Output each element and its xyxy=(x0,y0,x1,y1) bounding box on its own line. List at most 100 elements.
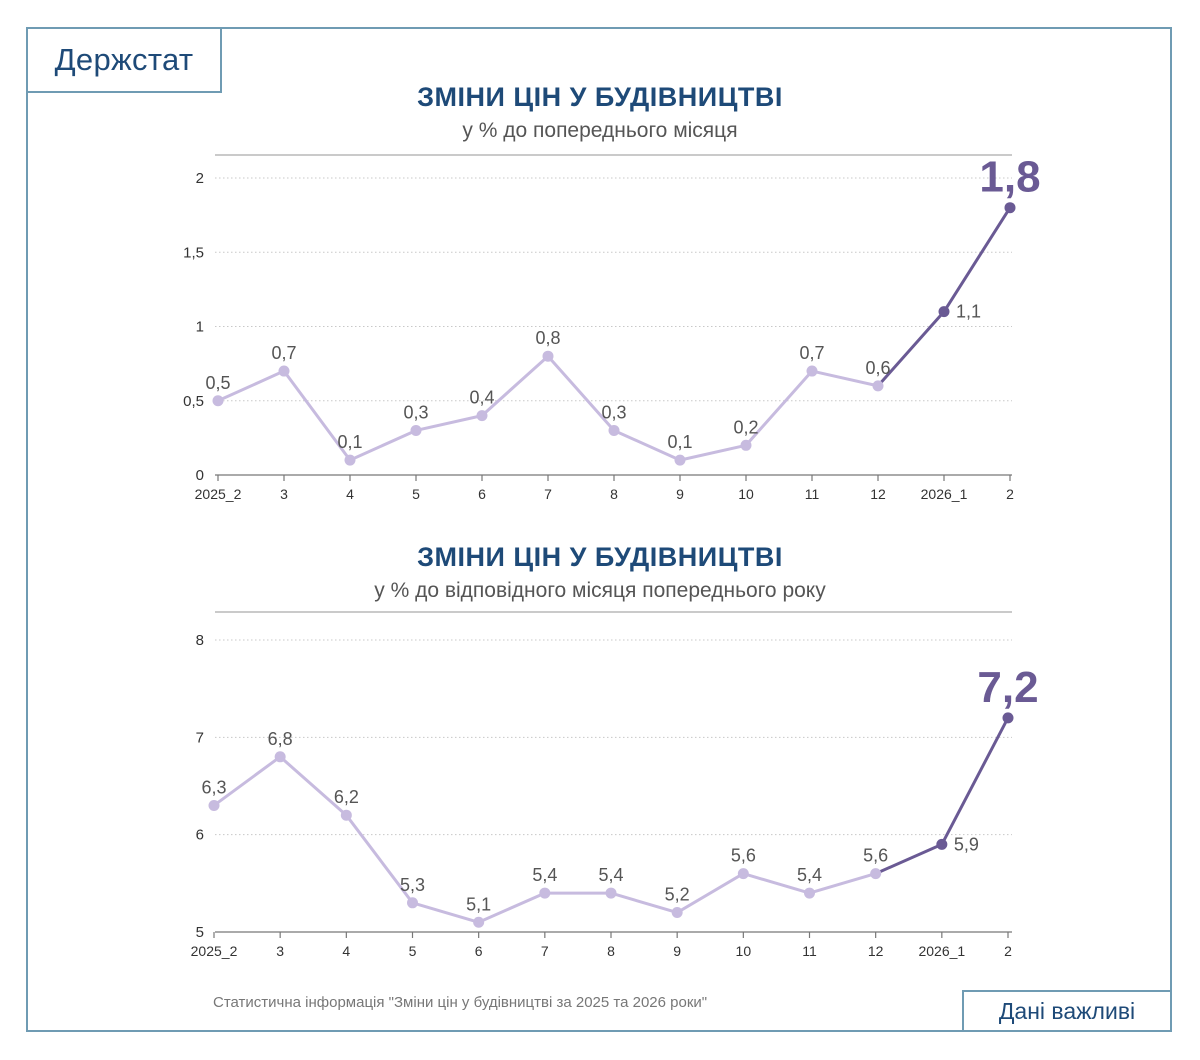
data-point xyxy=(1002,712,1014,724)
data-point xyxy=(208,799,220,811)
data-label: 0,2 xyxy=(733,417,758,437)
chart1-title: ЗМІНИ ЦІН У БУДІВНИЦТВІ xyxy=(417,82,783,112)
data-label-latest: 1,8 xyxy=(979,153,1040,202)
x-tick-label: 11 xyxy=(805,486,820,502)
x-tick-label: 7 xyxy=(541,943,549,959)
data-label: 0,1 xyxy=(337,432,362,452)
data-label: 0,3 xyxy=(403,402,428,422)
x-tick-label: 2026_1 xyxy=(918,943,965,959)
data-label: 0,8 xyxy=(535,328,560,348)
series-line-highlight xyxy=(875,717,1010,875)
data-point xyxy=(674,454,686,466)
data-label: 0,7 xyxy=(799,343,824,363)
y-tick-label: 7 xyxy=(196,729,204,746)
y-tick-label: 1 xyxy=(196,319,204,336)
x-tick-label: 2 xyxy=(1004,943,1012,959)
x-tick-label: 10 xyxy=(738,486,754,502)
data-point xyxy=(1004,202,1016,214)
x-tick-label: 3 xyxy=(276,943,284,959)
data-label: 1,1 xyxy=(956,302,981,322)
y-tick-label: 5 xyxy=(196,924,204,941)
x-tick-label: 7 xyxy=(544,486,552,502)
data-label: 6,3 xyxy=(201,777,226,797)
data-label: 5,6 xyxy=(731,846,756,866)
x-tick-label: 4 xyxy=(342,943,350,959)
data-point xyxy=(806,365,818,377)
chart2-svg: 5 6 7 8 2025_2 3 4 5 6 7 8 9 10 11 12 2026_1 2 6,3 6,8 6,2 5… xyxy=(191,611,1039,959)
page-frame xyxy=(26,27,1172,1032)
data-label: 6,8 xyxy=(268,729,293,749)
data-point xyxy=(938,306,950,318)
chart2-title: ЗМІНИ ЦІН У БУДІВНИЦТВІ xyxy=(417,542,783,572)
data-label: 5,3 xyxy=(400,875,425,895)
data-point xyxy=(671,907,683,919)
x-tick-label: 12 xyxy=(870,486,886,502)
y-tick-label: 0 xyxy=(196,467,204,484)
data-label: 5,9 xyxy=(954,834,979,854)
x-tick-label: 10 xyxy=(736,943,752,959)
y-tick-label: 0,5 xyxy=(183,393,204,410)
y-tick-label: 6 xyxy=(196,827,204,844)
data-point xyxy=(539,887,551,899)
data-label: 5,2 xyxy=(665,885,690,905)
source-note: Статистична інформація "Зміни цін у буді… xyxy=(213,994,708,1011)
data-point xyxy=(737,868,749,880)
data-point xyxy=(473,916,485,928)
data-label: 0,1 xyxy=(667,432,692,452)
x-tick-label: 2025_2 xyxy=(195,486,242,502)
data-label: 5,4 xyxy=(532,865,557,885)
data-point xyxy=(542,350,554,362)
data-label: 0,6 xyxy=(865,358,890,378)
x-tick-label: 5 xyxy=(412,486,420,502)
x-tick-label: 6 xyxy=(475,943,483,959)
chart1-subtitle: у % до попереднього місяця xyxy=(462,119,738,142)
data-point xyxy=(936,838,948,850)
data-label: 5,4 xyxy=(598,865,623,885)
x-tick-label: 2026_1 xyxy=(921,486,968,502)
data-label: 5,4 xyxy=(797,865,822,885)
data-point xyxy=(870,868,882,880)
data-label: 5,1 xyxy=(466,894,491,914)
data-point xyxy=(274,751,286,763)
x-tick-label: 2 xyxy=(1006,486,1014,502)
data-point xyxy=(608,424,620,436)
y-tick-label: 8 xyxy=(196,632,204,649)
x-tick-label: 2025_2 xyxy=(191,943,238,959)
data-label: 6,2 xyxy=(334,787,359,807)
data-label: 5,6 xyxy=(863,846,888,866)
logo: Держстат xyxy=(26,27,222,93)
data-point xyxy=(476,410,488,422)
x-tick-label: 5 xyxy=(409,943,417,959)
x-tick-label: 9 xyxy=(673,943,681,959)
x-tick-label: 12 xyxy=(868,943,884,959)
data-point xyxy=(212,395,224,407)
data-point xyxy=(872,380,884,392)
x-tick-label: 11 xyxy=(802,943,817,959)
series-line-highlight xyxy=(876,206,1012,387)
data-label: 0,4 xyxy=(469,388,494,408)
x-tick-label: 8 xyxy=(610,486,618,502)
x-tick-label: 9 xyxy=(676,486,684,502)
data-label: 0,5 xyxy=(205,373,230,393)
data-matters-text: Дані важливі xyxy=(998,997,1136,1024)
x-tick-label: 6 xyxy=(478,486,486,502)
chart1-svg: 0 0,5 1 1,5 2 2025_2 3 4 5 6 7 8 9 10 11 12 2026_1 2 0,5 0,… xyxy=(183,153,1040,502)
data-point xyxy=(340,809,352,821)
data-point xyxy=(407,897,418,909)
y-tick-label: 2 xyxy=(196,170,204,187)
data-matters-badge: Дані важливі xyxy=(962,990,1172,1032)
data-point xyxy=(278,365,290,377)
data-label: 0,3 xyxy=(601,402,626,422)
data-point xyxy=(740,439,752,451)
series-line-light xyxy=(217,354,879,462)
data-point xyxy=(410,424,422,436)
chart2-subtitle: у % до відповідного місяця попереднього … xyxy=(374,579,826,602)
x-tick-label: 4 xyxy=(346,486,354,502)
data-label-latest: 7,2 xyxy=(977,663,1038,712)
y-tick-label: 1,5 xyxy=(183,244,204,261)
data-label: 0,7 xyxy=(271,343,296,363)
x-tick-label: 3 xyxy=(280,486,288,502)
data-point xyxy=(344,454,356,466)
data-point xyxy=(804,887,815,899)
data-point xyxy=(605,887,617,899)
